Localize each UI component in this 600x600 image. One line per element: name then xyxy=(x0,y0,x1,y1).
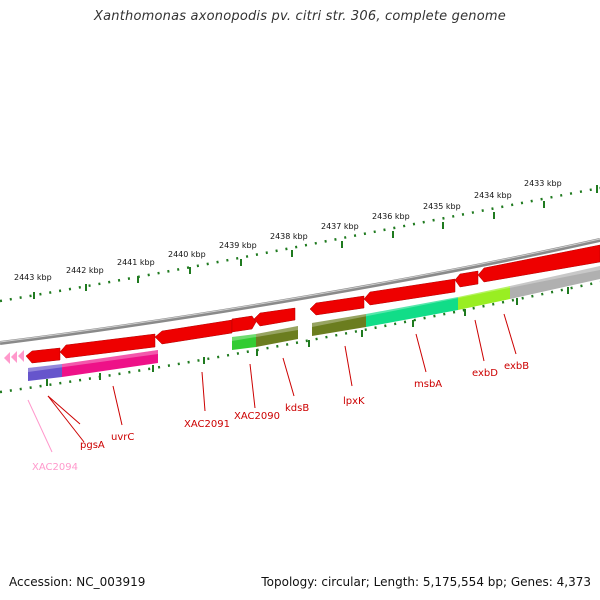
gene-arrow[interactable] xyxy=(363,278,456,306)
gene-label[interactable]: lpxK xyxy=(343,396,365,407)
genome-backbone xyxy=(0,238,600,345)
gene-arrow[interactable] xyxy=(154,319,233,345)
gene-label[interactable]: uvrC xyxy=(111,432,134,443)
gene-arrow[interactable] xyxy=(25,347,61,364)
category-blocks xyxy=(28,266,600,381)
forward-genes xyxy=(4,244,600,364)
category-block xyxy=(510,266,600,299)
label-leaders xyxy=(27,313,517,453)
gene-label[interactable]: kdsB xyxy=(285,403,309,414)
category-block xyxy=(366,297,458,327)
gene-arrow[interactable] xyxy=(309,295,365,316)
ruler-label: 2437 kbp xyxy=(321,222,359,231)
gene-arrow[interactable] xyxy=(253,307,296,327)
ruler-labels: 2443 kbp 2442 kbp 2441 kbp 2440 kbp 2439… xyxy=(14,179,562,282)
ruler-label: 2438 kbp xyxy=(270,232,308,241)
gene-label[interactable]: msbA xyxy=(414,379,442,390)
ruler-label: 2440 kbp xyxy=(168,250,206,259)
gene-label[interactable]: pgsA xyxy=(80,440,105,451)
gene-arrow[interactable] xyxy=(4,352,10,364)
gene-label[interactable]: XAC2090 xyxy=(234,411,280,422)
gene-arrow[interactable] xyxy=(231,315,257,333)
ruler-label: 2439 kbp xyxy=(219,241,257,250)
category-block xyxy=(458,286,510,310)
ruler-label: 2443 kbp xyxy=(14,273,52,282)
gene-label[interactable]: XAC2094 xyxy=(32,462,78,473)
accession-text: Accession: NC_003919 xyxy=(9,575,146,589)
ruler-label: 2434 kbp xyxy=(474,191,512,200)
gene-arrow[interactable] xyxy=(59,333,156,359)
inner-ruler-ticks xyxy=(46,287,569,386)
gene-arrow[interactable] xyxy=(454,270,479,288)
ruler-label: 2441 kbp xyxy=(117,258,155,267)
gene-label[interactable]: exbD xyxy=(472,368,498,379)
outer-ruler-ticks xyxy=(33,185,598,299)
category-block xyxy=(62,350,158,377)
category-block xyxy=(28,364,62,381)
ruler-label: 2442 kbp xyxy=(66,266,104,275)
genome-summary-text: Topology: circular; Length: 5,175,554 bp… xyxy=(261,575,591,589)
map-title: Xanthomonas axonopodis pv. citri str. 30… xyxy=(94,9,506,24)
ruler-label: 2433 kbp xyxy=(524,179,562,188)
category-block xyxy=(312,314,366,336)
gene-arrow[interactable] xyxy=(18,350,24,362)
category-block xyxy=(232,334,256,350)
gene-label[interactable]: XAC2091 xyxy=(184,419,230,430)
gene-arrow[interactable] xyxy=(477,244,600,283)
ruler-label: 2435 kbp xyxy=(423,202,461,211)
gene-arrow[interactable] xyxy=(11,351,17,363)
ruler-label: 2436 kbp xyxy=(372,212,410,221)
gene-labels: XAC2094 pgsA uvrC XAC2091 XAC2090 kdsB l… xyxy=(32,361,529,473)
category-block xyxy=(256,326,298,347)
gene-label[interactable]: exbB xyxy=(504,361,529,372)
